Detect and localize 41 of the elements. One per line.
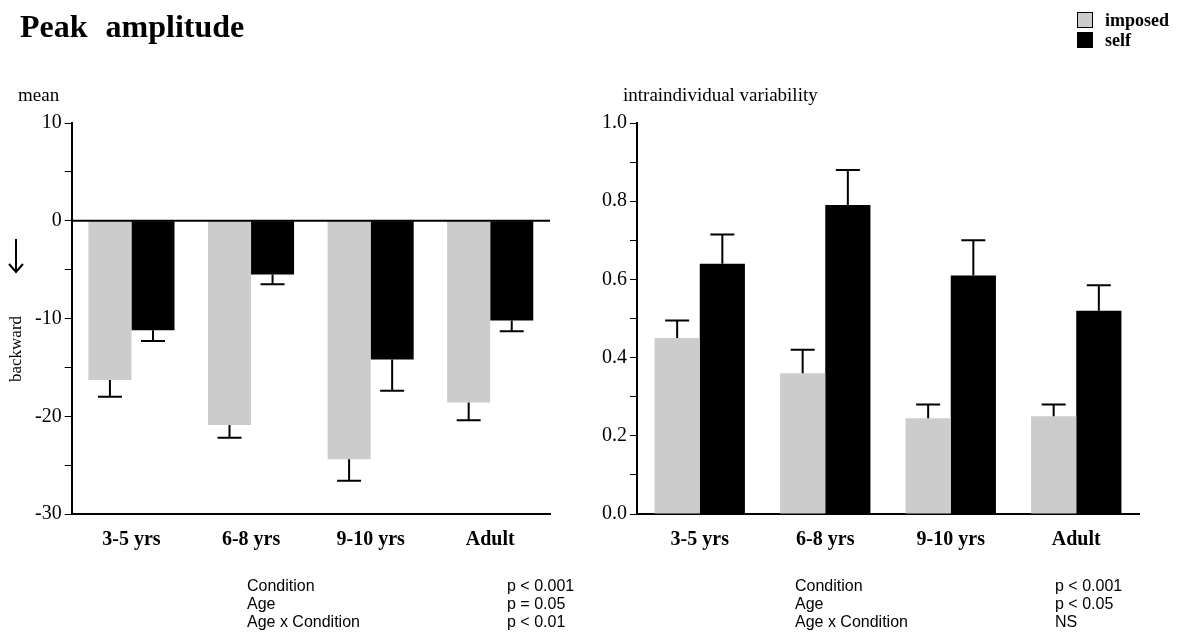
bar	[1031, 416, 1077, 514]
legend-label: imposed	[1104, 10, 1169, 30]
text: p < 0.001	[1055, 577, 1123, 595]
y-tick-label: 1.0	[602, 110, 627, 133]
x-tick-label: 9-10 yrs	[336, 527, 405, 551]
y-tick-label: 0.2	[602, 423, 627, 446]
x-tick-label: 3-5 yrs	[102, 527, 161, 551]
y-axis-title: backward	[6, 315, 26, 382]
y-tick-label: 0.4	[602, 344, 627, 367]
text: Condition	[247, 577, 316, 595]
text: p < 0.01	[507, 613, 567, 631]
chart-subtitle: intraindividual variability	[623, 84, 818, 106]
text: p < 0.05	[1055, 595, 1115, 613]
y-tick-label: 0.8	[602, 188, 627, 211]
text: Age x Condition	[247, 613, 361, 631]
x-tick-label: Adult	[1051, 527, 1102, 550]
x-tick-label: 6-8 yrs	[221, 527, 281, 551]
text: NS	[1055, 613, 1079, 631]
bar	[905, 418, 951, 514]
y-tick-label: 0	[51, 208, 62, 230]
x-tick-label: 6-8 yrs	[796, 527, 855, 551]
y-tick-label: 0.0	[602, 501, 627, 524]
text: Age	[795, 595, 825, 613]
y-tick-label: -20	[34, 403, 62, 426]
bar	[654, 338, 700, 514]
chart-subtitle: mean	[18, 84, 60, 106]
legend-label: self	[1104, 30, 1133, 50]
x-tick-label: 3-5 yrs	[670, 527, 730, 551]
text: p = 0.05	[507, 595, 567, 613]
x-tick-label: 9-10 yrs	[916, 527, 986, 551]
text: Age	[247, 595, 277, 613]
x-tick-label: Adult	[465, 527, 515, 550]
chart-title: Peak amplitude	[20, 8, 245, 45]
y-tick-label: 10	[41, 110, 62, 133]
y-tick-label: -10	[34, 305, 62, 328]
text: Condition	[795, 577, 864, 595]
text: p < 0.001	[507, 577, 575, 595]
y-tick-label: -30	[34, 501, 62, 524]
text: Age x Condition	[795, 613, 909, 631]
y-tick-label: 0.6	[602, 266, 627, 289]
bar	[780, 373, 826, 514]
